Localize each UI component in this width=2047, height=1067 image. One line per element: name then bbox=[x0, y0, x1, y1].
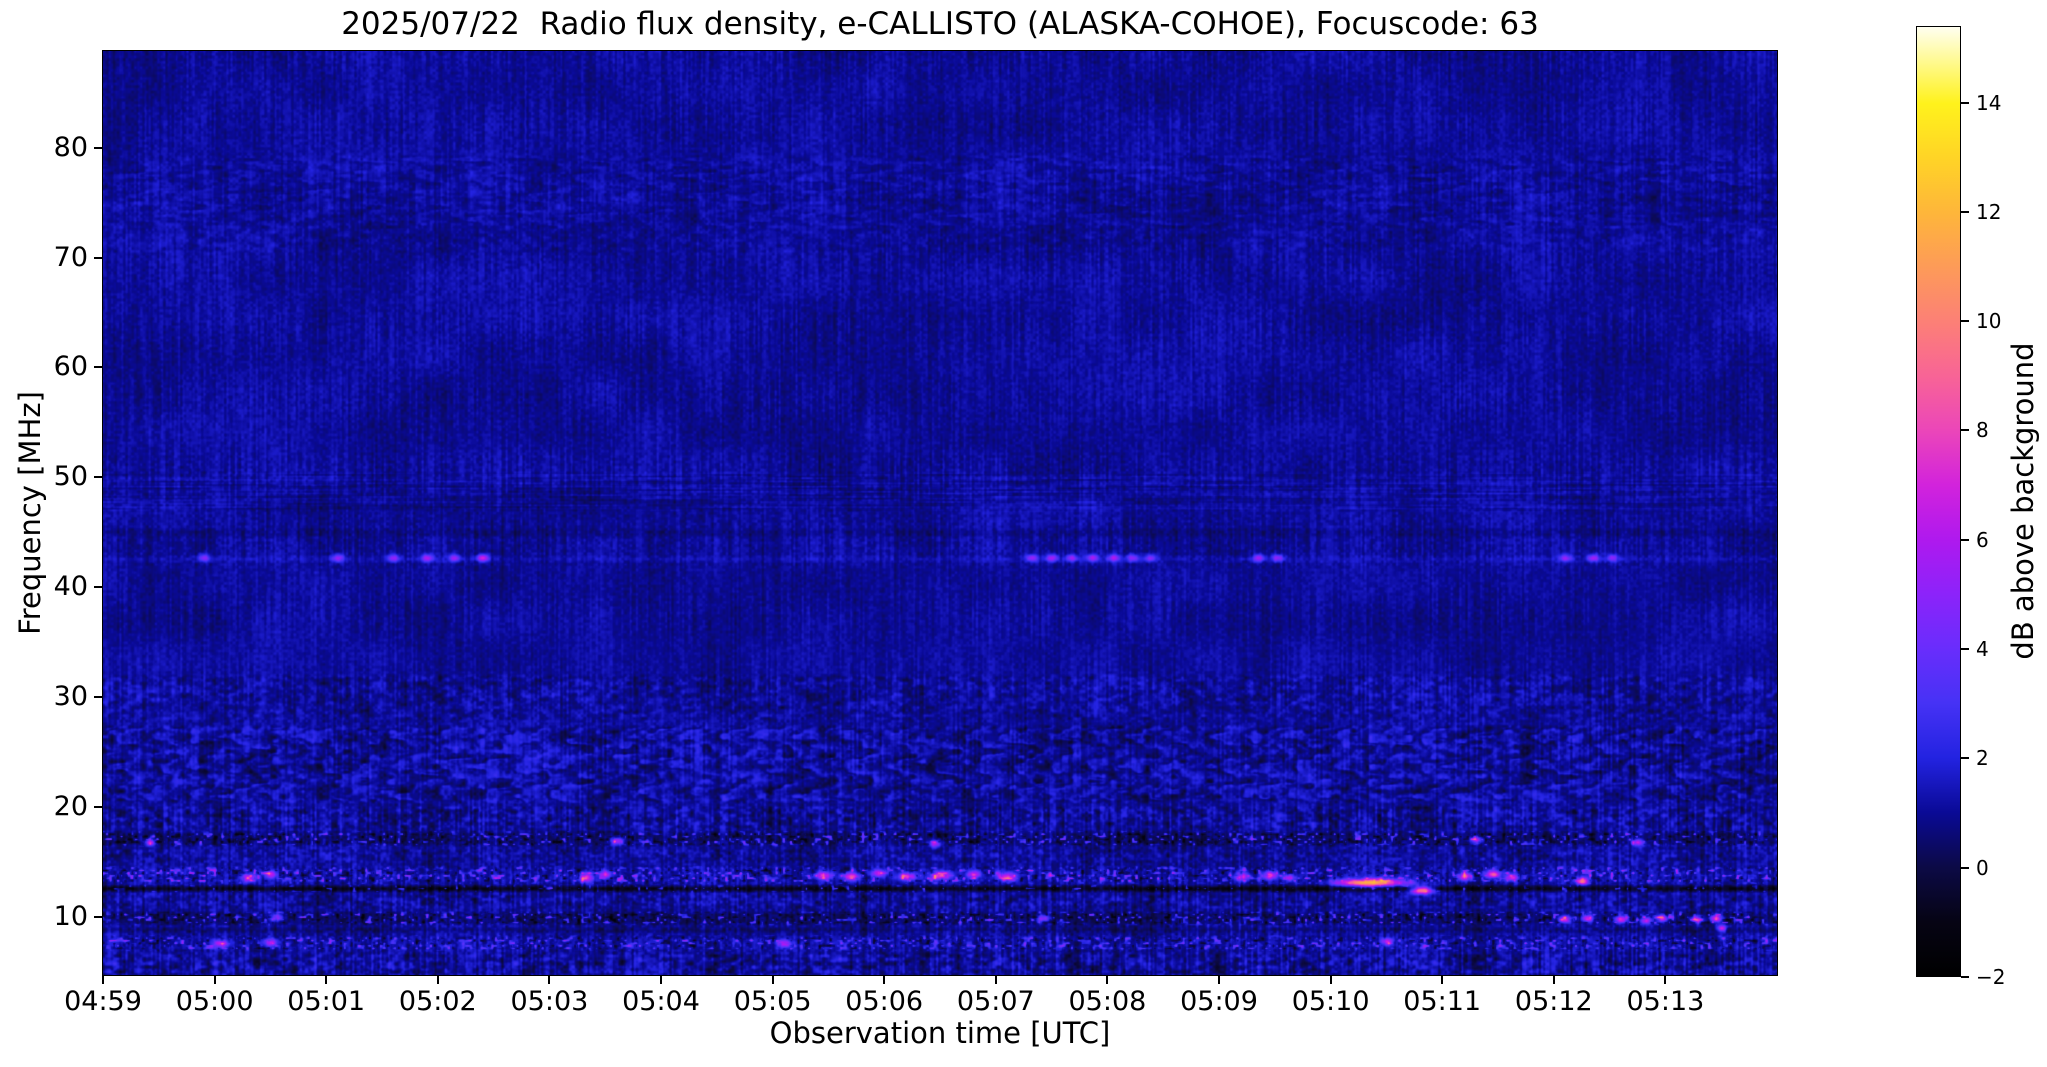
x-tick-mark bbox=[1552, 975, 1555, 984]
x-tick-label: 05:08 bbox=[1068, 986, 1147, 1017]
y-tick-label: 40 bbox=[53, 571, 88, 603]
colorbar-tick-mark bbox=[1961, 538, 1969, 541]
x-tick-mark bbox=[548, 975, 551, 984]
y-tick-label: 30 bbox=[53, 681, 88, 713]
x-tick-label: 05:04 bbox=[622, 986, 700, 1017]
colorbar-tick-label: −2 bbox=[1976, 965, 2006, 989]
colorbar-tick-mark bbox=[1961, 976, 1969, 978]
x-tick-label: 05:13 bbox=[1626, 986, 1705, 1017]
x-tick-label: 05:00 bbox=[175, 986, 254, 1017]
x-tick-mark bbox=[771, 975, 774, 984]
x-tick-label: 05:09 bbox=[1180, 986, 1258, 1017]
colorbar-label: dB above background bbox=[2006, 342, 2040, 660]
x-tick-mark bbox=[1329, 975, 1332, 984]
colorbar-gradient bbox=[1916, 26, 1961, 977]
x-tick-label: 05:11 bbox=[1403, 986, 1482, 1017]
colorbar-tick-label: 8 bbox=[1976, 418, 1989, 443]
x-tick-label: 05:05 bbox=[733, 986, 812, 1017]
x-tick-label: 05:01 bbox=[287, 986, 366, 1017]
x-tick-mark bbox=[1441, 975, 1444, 984]
y-tick-label: 60 bbox=[53, 351, 88, 383]
y-tick-mark bbox=[94, 805, 103, 808]
x-tick-label: 05:12 bbox=[1514, 986, 1593, 1017]
x-tick-mark bbox=[994, 975, 997, 984]
colorbar-tick-label: 4 bbox=[1976, 637, 1989, 662]
colorbar-tick-mark bbox=[1961, 866, 1969, 869]
x-tick-mark bbox=[883, 975, 886, 984]
colorbar-tick-label: 0 bbox=[1976, 855, 1989, 880]
colorbar-tick-mark bbox=[1961, 757, 1969, 760]
x-tick-mark bbox=[102, 975, 104, 984]
x-tick-label: 05:07 bbox=[956, 986, 1035, 1017]
colorbar-tick-label: 2 bbox=[1976, 746, 1989, 771]
y-tick-label: 50 bbox=[53, 461, 88, 493]
x-tick-mark bbox=[436, 975, 439, 984]
x-axis-label: Observation time [UTC] bbox=[769, 1016, 1111, 1050]
colorbar-tick-mark bbox=[1961, 648, 1969, 651]
x-tick-label: 05:10 bbox=[1291, 986, 1370, 1017]
x-tick-mark bbox=[325, 975, 328, 984]
y-tick-mark bbox=[94, 476, 103, 479]
colorbar-tick-mark bbox=[1961, 210, 1969, 213]
y-tick-label: 20 bbox=[53, 790, 88, 822]
y-tick-label: 10 bbox=[53, 900, 88, 932]
colorbar-tick-label: 14 bbox=[1976, 90, 2002, 115]
x-tick-mark bbox=[1218, 975, 1220, 984]
x-tick-mark bbox=[213, 975, 216, 984]
x-tick-label: 05:03 bbox=[510, 986, 589, 1017]
colorbar-tick-mark bbox=[1961, 101, 1969, 104]
y-tick-mark bbox=[94, 696, 103, 699]
y-tick-mark bbox=[94, 256, 103, 259]
x-tick-mark bbox=[660, 975, 662, 984]
x-tick-label: 05:02 bbox=[398, 986, 477, 1017]
colorbar-tick-label: 12 bbox=[1976, 199, 2002, 224]
colorbar-tick-mark bbox=[1961, 320, 1969, 323]
x-tick-mark bbox=[1106, 975, 1109, 984]
y-tick-mark bbox=[94, 366, 103, 369]
y-tick-label: 70 bbox=[53, 241, 88, 273]
x-tick-mark bbox=[1664, 975, 1667, 984]
y-tick-mark bbox=[94, 586, 103, 589]
colorbar-tick-label: 6 bbox=[1976, 527, 1989, 552]
x-tick-label: 04:59 bbox=[64, 986, 142, 1017]
y-tick-mark bbox=[94, 146, 103, 149]
y-tick-label: 80 bbox=[53, 131, 88, 163]
colorbar-tick-mark bbox=[1961, 429, 1969, 432]
colorbar-tick-label: 10 bbox=[1976, 309, 2002, 334]
chart-title: 2025/07/22 Radio flux density, e-CALLIST… bbox=[341, 6, 1539, 42]
spectrogram-heatmap bbox=[103, 51, 1777, 975]
x-tick-label: 05:06 bbox=[845, 986, 924, 1017]
y-tick-mark bbox=[94, 915, 103, 918]
